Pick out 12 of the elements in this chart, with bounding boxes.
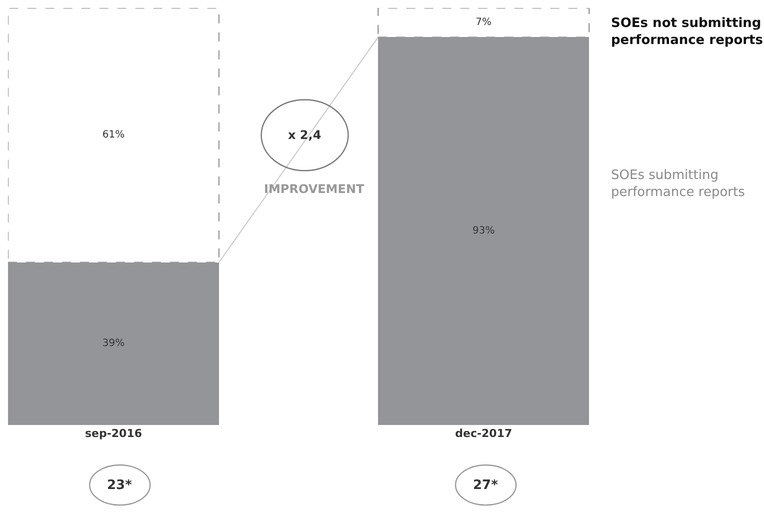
x-tick-label: sep-2016 bbox=[84, 427, 142, 440]
series-label: SOEs not submitting performance reports bbox=[611, 16, 764, 48]
annotation: IMPROVEMENT bbox=[264, 182, 365, 196]
series-label: SOEs submitting performance reports bbox=[611, 168, 746, 200]
data-label: 93% bbox=[472, 226, 495, 237]
data-label: 7% bbox=[476, 17, 492, 28]
data-label: 61% bbox=[102, 130, 125, 141]
text: 23* bbox=[107, 478, 132, 493]
data-label: 39% bbox=[102, 338, 125, 350]
annotation: x 2,4 bbox=[288, 128, 322, 142]
x-tick-label: dec-2017 bbox=[455, 427, 512, 440]
text: 27* bbox=[473, 478, 498, 493]
